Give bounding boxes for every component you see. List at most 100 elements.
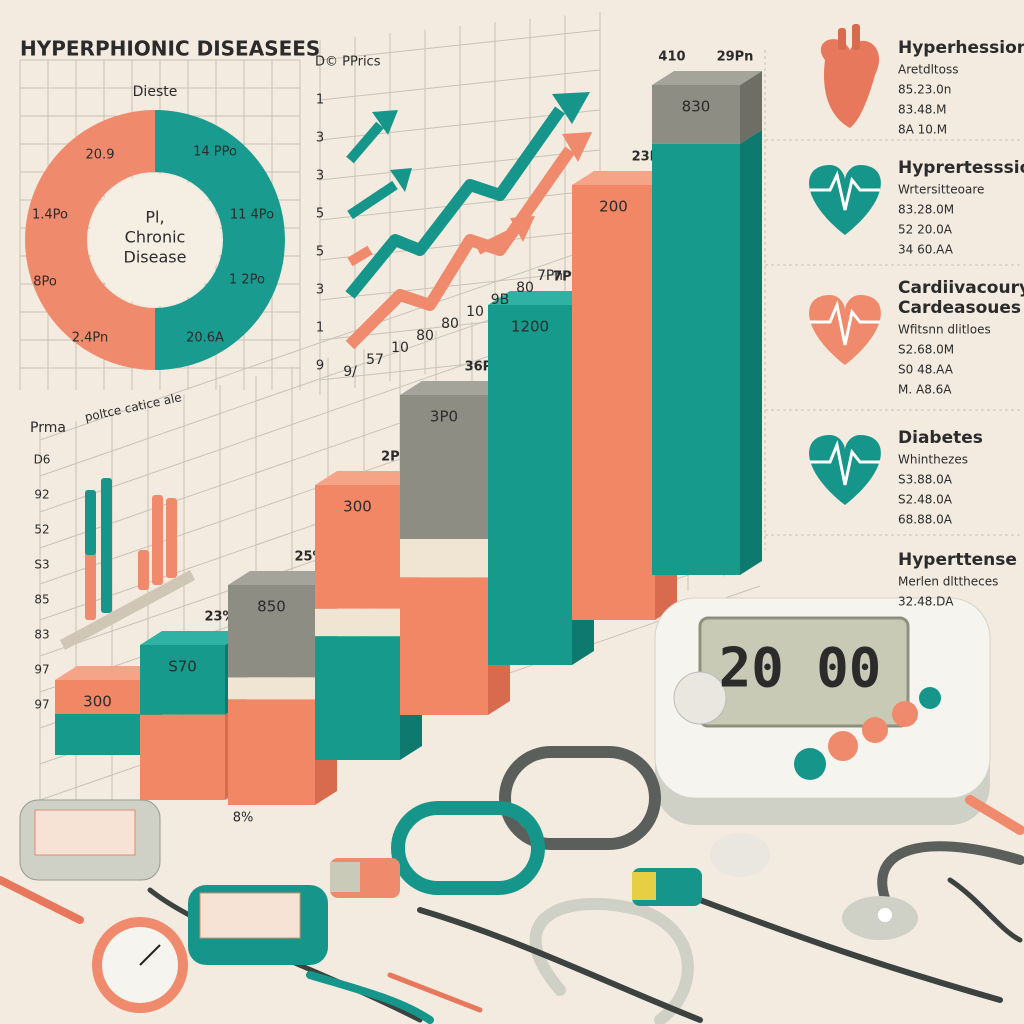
plug-tip — [330, 862, 360, 892]
handheld-screen — [34, 809, 136, 856]
trend-heading: D© PPrics — [315, 55, 381, 70]
button — [862, 717, 888, 743]
bar-side — [740, 129, 762, 576]
bars-footnote: 8% — [233, 811, 254, 826]
bar-side — [740, 71, 762, 144]
bars-y-label: 52 — [34, 523, 49, 537]
cable — [697, 897, 1003, 1003]
mini-bar — [166, 498, 177, 578]
bar-face — [315, 608, 400, 637]
condition-subtitle: Wfitsnn dlitloes — [898, 323, 991, 337]
bars-y-label: 92 — [34, 488, 49, 502]
condition-title: Hyperttense — [898, 550, 1017, 570]
grid-line — [319, 269, 601, 301]
bar-face — [315, 636, 400, 760]
bar-label: 300 — [343, 498, 372, 516]
trend-x-label: 9/ — [343, 364, 357, 380]
condition-title: Hyperhession — [898, 38, 1024, 58]
donut-center: Pl, — [145, 208, 164, 227]
bar-face — [55, 680, 140, 714]
cable — [529, 897, 694, 1024]
bar-face — [140, 714, 225, 800]
bar-face — [315, 485, 400, 609]
bar-face — [55, 713, 140, 755]
condition-line: 85.23.0n — [898, 83, 951, 97]
plug-tip — [632, 872, 656, 900]
bar-face — [228, 677, 315, 700]
handheld-screen — [199, 892, 301, 939]
condition-subtitle: Aretdltoss — [898, 63, 958, 77]
anatomical-heart — [820, 39, 880, 128]
bar-label: S70 — [168, 658, 197, 676]
trend-y-label: 3 — [316, 131, 324, 146]
heart-icon — [809, 435, 881, 505]
small-arrow — [475, 227, 518, 255]
page-title: HYPERPHIONIC DISEASEES — [20, 37, 320, 61]
heart-vessel — [852, 24, 860, 50]
trend-y-label: 1 — [316, 321, 324, 336]
bar-top — [488, 291, 594, 305]
condition-line: S0 48.AA — [898, 363, 954, 377]
donut-right — [155, 110, 285, 370]
condition-title: Diabetes — [898, 428, 983, 448]
donut-center: Chronic — [125, 228, 186, 247]
mini-bar — [85, 490, 96, 555]
mini-bars — [60, 478, 195, 650]
button — [919, 687, 941, 709]
bar-face — [228, 585, 315, 678]
bar-top — [400, 381, 510, 395]
device-display: 20 00 — [719, 637, 882, 700]
condition-title: Cardiivacoury — [898, 278, 1024, 298]
cuff-loop — [391, 801, 545, 895]
heart-icon — [809, 295, 881, 365]
bar-face — [572, 185, 655, 620]
bars: 300S7023%85025%3002Pn3P036Pn12007Pn20023… — [55, 50, 762, 805]
bars-y-label: 83 — [34, 628, 49, 642]
bar-note: 23% — [204, 610, 235, 625]
trend-x-label: 80 — [441, 316, 459, 332]
donut-label: 11 4Po — [230, 208, 274, 223]
mini-bar — [101, 478, 112, 613]
grid-line — [319, 69, 601, 101]
trend-x-label: 7Pn — [537, 268, 563, 284]
condition-line: S2.68.0M — [898, 343, 954, 357]
trend-y-label: 3 — [316, 169, 324, 184]
mini-bar — [152, 495, 163, 585]
bar-face — [400, 577, 488, 715]
condition-line: 52 20.0A — [898, 223, 953, 237]
cuff-loop — [499, 746, 661, 850]
bar-face — [140, 645, 225, 715]
trend-arrows — [345, 92, 592, 350]
condition-line: 83.48.M — [898, 103, 947, 117]
bar-label: 850 — [257, 598, 286, 616]
button — [892, 701, 918, 727]
teal-trend — [345, 106, 565, 299]
bars-y-label: D6 — [34, 453, 51, 467]
mini-bar — [138, 550, 149, 590]
cable — [947, 877, 1023, 943]
accessories — [0, 746, 1024, 1024]
sensor-dot — [878, 908, 892, 922]
bar-face — [652, 85, 740, 144]
texts: HYPERPHIONIC DISEASEESDiestePl,ChronicDi… — [20, 37, 1024, 826]
trend-x-label: 57 — [366, 352, 384, 368]
bar-top — [652, 71, 762, 85]
trend-x-label: 10 — [391, 340, 409, 356]
bar-note: 410 — [658, 50, 685, 65]
bar-label: 300 — [83, 693, 112, 711]
bar-top — [55, 666, 162, 680]
condition-subtitle: Whinthezes — [898, 453, 968, 467]
bulb — [710, 833, 770, 877]
bar-top — [315, 471, 422, 485]
donut-label: 2.4Pn — [72, 331, 109, 346]
condition-line: 34 60.AA — [898, 243, 954, 257]
cable — [965, 795, 1024, 835]
small-arrow — [346, 121, 384, 164]
small-arrow — [347, 245, 373, 267]
grid-line — [319, 149, 601, 181]
trend-y-label: 1 — [316, 93, 324, 108]
trend-y-label: 9 — [316, 359, 324, 374]
arrowhead — [552, 92, 590, 124]
gadgets — [19, 799, 918, 1013]
